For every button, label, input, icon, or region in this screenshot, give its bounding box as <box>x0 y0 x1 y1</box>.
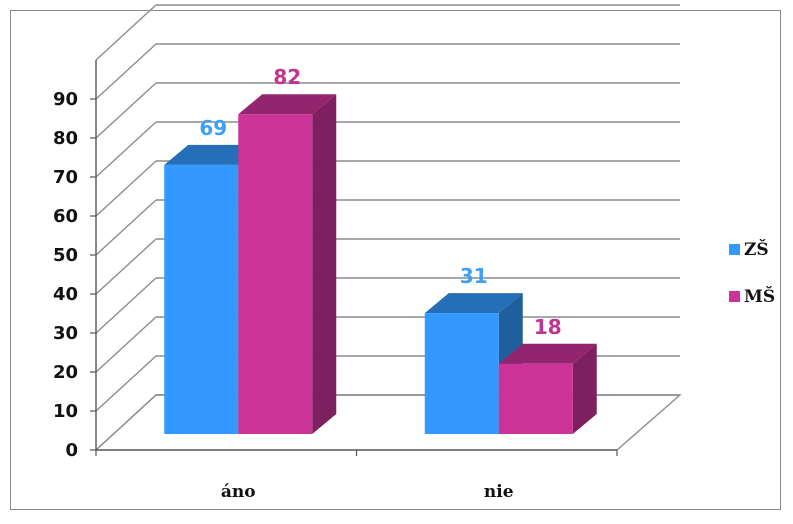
bar-side <box>312 94 337 434</box>
data-label: 82 <box>273 65 301 89</box>
legend: ZŠ MŠ <box>729 239 775 307</box>
side-gridline <box>95 43 157 100</box>
bar-MŠ-áno <box>238 94 337 434</box>
y-tick-label: 20 <box>53 362 78 383</box>
bars <box>164 94 597 434</box>
legend-swatch <box>729 291 740 302</box>
chart-frame <box>10 10 781 510</box>
bar-front <box>164 164 239 434</box>
y-tick-label: 60 <box>53 206 78 227</box>
data-label: 69 <box>199 116 227 140</box>
bar-top <box>164 144 263 165</box>
bar-top <box>498 343 597 364</box>
y-tick-label: 90 <box>53 89 78 110</box>
bar-top <box>238 94 337 115</box>
category-label: áno <box>221 482 256 502</box>
legend-swatch <box>729 244 740 255</box>
y-tick-label: 80 <box>53 128 78 149</box>
y-tick-label: 10 <box>53 401 78 422</box>
category-label: nie <box>484 482 514 502</box>
side-gridline <box>95 355 157 412</box>
axis-layer <box>90 60 618 456</box>
data-label: 31 <box>460 264 488 288</box>
legend-label: ZŠ <box>744 239 769 260</box>
y-tick-label: 40 <box>53 284 78 305</box>
bar-top <box>424 293 523 314</box>
legend-label: MŠ <box>744 286 775 307</box>
side-gridline <box>95 238 157 295</box>
y-tick-label: 30 <box>53 323 78 344</box>
floor-outline <box>95 394 682 451</box>
side-gridline <box>95 277 157 334</box>
bar-MŠ-nie <box>498 343 597 434</box>
y-tick-label: 50 <box>53 245 78 266</box>
data-label: 18 <box>534 315 562 339</box>
legend-item: ZŠ <box>729 239 769 260</box>
bar-front <box>498 363 573 434</box>
side-gridline <box>95 199 157 256</box>
bar-side <box>572 343 597 434</box>
legend-item: MŠ <box>729 286 775 307</box>
y-tick-label: 70 <box>53 167 78 188</box>
side-gridline <box>95 82 157 139</box>
side-gridline <box>95 121 157 178</box>
data-labels: 69 82 31 18 <box>199 65 561 339</box>
y-tick-label: 0 <box>65 440 78 461</box>
side-gridline <box>95 316 157 373</box>
category-labels: áno nie <box>221 482 514 502</box>
y-tick-labels: 0 10 20 30 40 50 60 70 80 90 <box>53 89 78 461</box>
bar-front <box>238 114 313 434</box>
side-gridline <box>95 4 157 61</box>
bar-front <box>424 313 499 434</box>
side-gridline <box>95 160 157 217</box>
